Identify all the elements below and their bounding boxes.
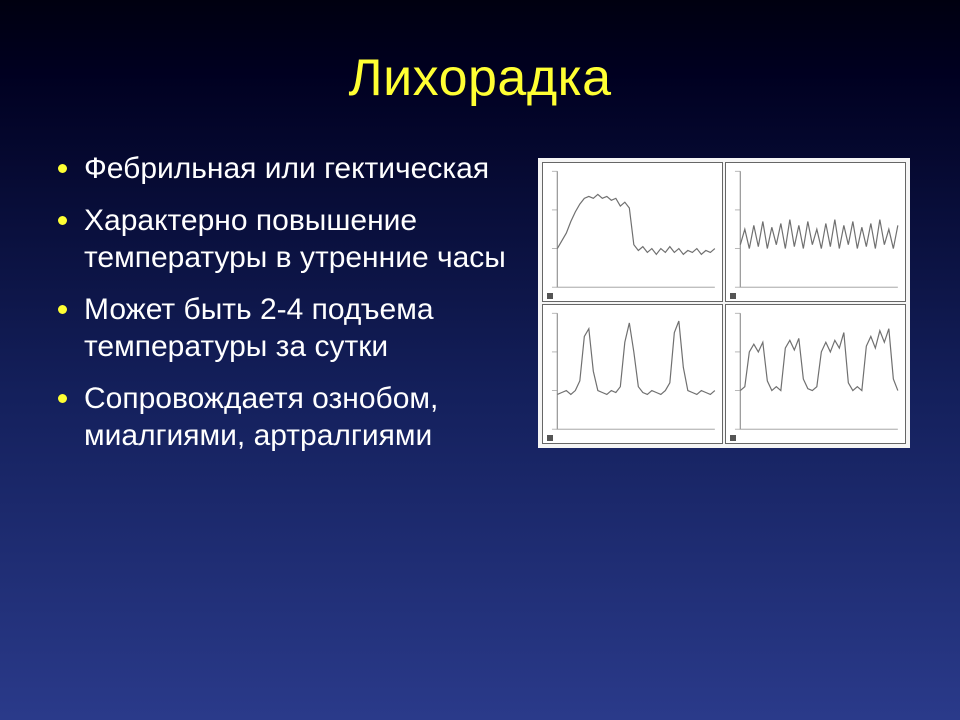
bullet-text: Характерно повышение температуры в утрен… bbox=[84, 204, 506, 275]
bullet-text: Сопровождаетя ознобом, миалгиями, артрал… bbox=[84, 382, 438, 453]
chart-svg bbox=[726, 163, 905, 301]
slide-body: Фебрильная или гектическая Характерно по… bbox=[54, 150, 514, 469]
bullet-text: Фебрильная или гектическая bbox=[84, 152, 489, 185]
panel-marker bbox=[730, 435, 736, 441]
panel-marker bbox=[547, 293, 553, 299]
chart-panel-a bbox=[542, 162, 723, 302]
bullet-item: Сопровождаетя ознобом, миалгиями, артрал… bbox=[54, 380, 514, 455]
slide: Лихорадка Фебрильная или гектическая Хар… bbox=[0, 0, 960, 720]
chart-panel-d bbox=[725, 304, 906, 444]
fever-charts-figure bbox=[538, 158, 910, 448]
chart-svg bbox=[543, 305, 722, 443]
chart-svg bbox=[543, 163, 722, 301]
chart-panel-c bbox=[542, 304, 723, 444]
bullet-item: Характерно повышение температуры в утрен… bbox=[54, 202, 514, 277]
bullet-item: Фебрильная или гектическая bbox=[54, 150, 514, 188]
bullet-item: Может быть 2-4 подъема температуры за су… bbox=[54, 291, 514, 366]
bullet-list: Фебрильная или гектическая Характерно по… bbox=[54, 150, 514, 455]
chart-svg bbox=[726, 305, 905, 443]
bullet-text: Может быть 2-4 подъема температуры за су… bbox=[84, 293, 434, 364]
chart-panel-b bbox=[725, 162, 906, 302]
panel-marker bbox=[730, 293, 736, 299]
slide-title: Лихорадка bbox=[0, 48, 960, 108]
panel-marker bbox=[547, 435, 553, 441]
